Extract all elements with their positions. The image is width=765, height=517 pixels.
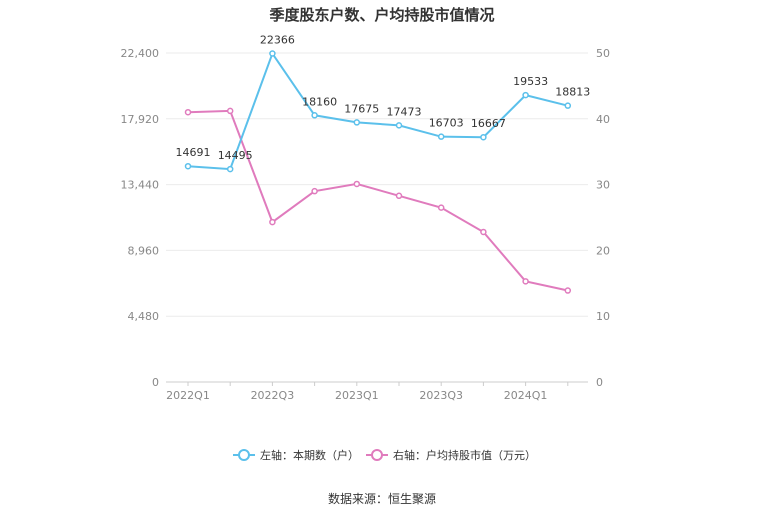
left-series-data-label: 22366 <box>260 33 295 46</box>
left-tick-label: 4,480 <box>128 310 160 323</box>
right-series-point[interactable] <box>564 287 572 294</box>
right-tick-label: 50 <box>596 47 610 60</box>
right-tick-label: 40 <box>596 113 610 126</box>
left-series-data-label: 19533 <box>513 75 548 88</box>
x-tick-label: 2023Q3 <box>419 389 463 402</box>
legend-item-right-series[interactable]: 右轴：户均持股市值（万元） <box>366 448 536 462</box>
left-series-point[interactable] <box>353 119 361 126</box>
right-tick-label: 20 <box>596 244 610 257</box>
left-tick-label: 17,920 <box>121 113 160 126</box>
left-tick-label: 0 <box>152 376 159 389</box>
left-series-point[interactable] <box>226 165 234 173</box>
left-series-point[interactable] <box>564 102 572 109</box>
grid <box>166 52 588 317</box>
left-series-point[interactable] <box>437 133 445 140</box>
right-series-point[interactable] <box>353 180 361 188</box>
chart-title: 季度股东户数、户均持股市值情况 <box>269 6 494 24</box>
left-tick-label: 8,960 <box>128 244 160 257</box>
left-tick-label: 22,400 <box>121 47 160 60</box>
legend-right-series-label: 右轴：户均持股市值（万元） <box>393 448 536 462</box>
right-series-line <box>187 109 569 292</box>
x-tick-label: 2022Q3 <box>251 389 295 402</box>
left-series-data-label: 18160 <box>302 95 337 108</box>
data-labels: 14691 14495 22366 18160 17675 17473 16703 16667… <box>176 33 591 162</box>
x-tick-label: 2023Q1 <box>335 389 379 402</box>
right-series-point[interactable] <box>395 192 403 200</box>
right-series-point[interactable] <box>226 107 234 115</box>
right-tick-label: 0 <box>596 376 603 389</box>
data-source: 数据来源：恒生聚源 <box>328 491 436 506</box>
left-tick-label: 13,440 <box>121 179 160 192</box>
left-series-data-label: 16667 <box>471 117 506 130</box>
right-series-point[interactable] <box>184 108 192 116</box>
left-series-point[interactable] <box>269 50 276 57</box>
left-series-data-label: 16703 <box>429 117 464 130</box>
x-axis: 2022Q1 2022Q3 2023Q1 2023Q3 2024Q1 <box>166 381 588 402</box>
right-series-point[interactable] <box>522 278 529 285</box>
right-series-point[interactable] <box>269 218 276 226</box>
legend-left-series-marker <box>238 449 250 461</box>
left-series-point[interactable] <box>395 122 403 129</box>
left-series-data-label: 17473 <box>387 105 422 118</box>
left-series-data-label: 14495 <box>218 149 253 162</box>
left-series-point[interactable] <box>522 91 529 99</box>
x-tick-label: 2022Q1 <box>166 389 210 402</box>
left-series-point[interactable] <box>184 162 192 170</box>
left-axis: 0 4,480 8,960 13,440 17,920 22,400 <box>121 47 160 389</box>
left-series-data-label: 18813 <box>555 86 590 99</box>
right-series-point[interactable] <box>311 187 318 195</box>
left-series-data-label: 14691 <box>176 146 211 159</box>
left-series-line <box>187 51 569 171</box>
legend-left-series-label: 左轴：本期数（户） <box>260 448 359 462</box>
series-layer <box>184 50 572 294</box>
legend[interactable]: 左轴：本期数（户） 右轴：户均持股市值（万元） <box>233 448 536 462</box>
left-series-data-label: 17675 <box>344 102 379 115</box>
x-tick-label: 2024Q1 <box>504 389 548 402</box>
right-series-point[interactable] <box>437 204 445 211</box>
right-axis: 0 10 20 30 40 50 <box>596 47 610 389</box>
right-tick-label: 30 <box>596 179 610 192</box>
right-tick-label: 10 <box>596 310 610 323</box>
legend-right-series-marker <box>371 449 383 461</box>
left-series-point[interactable] <box>311 112 318 119</box>
legend-item-left-series[interactable]: 左轴：本期数（户） <box>233 448 359 462</box>
left-series-point[interactable] <box>480 133 487 141</box>
right-series-point[interactable] <box>480 228 487 236</box>
